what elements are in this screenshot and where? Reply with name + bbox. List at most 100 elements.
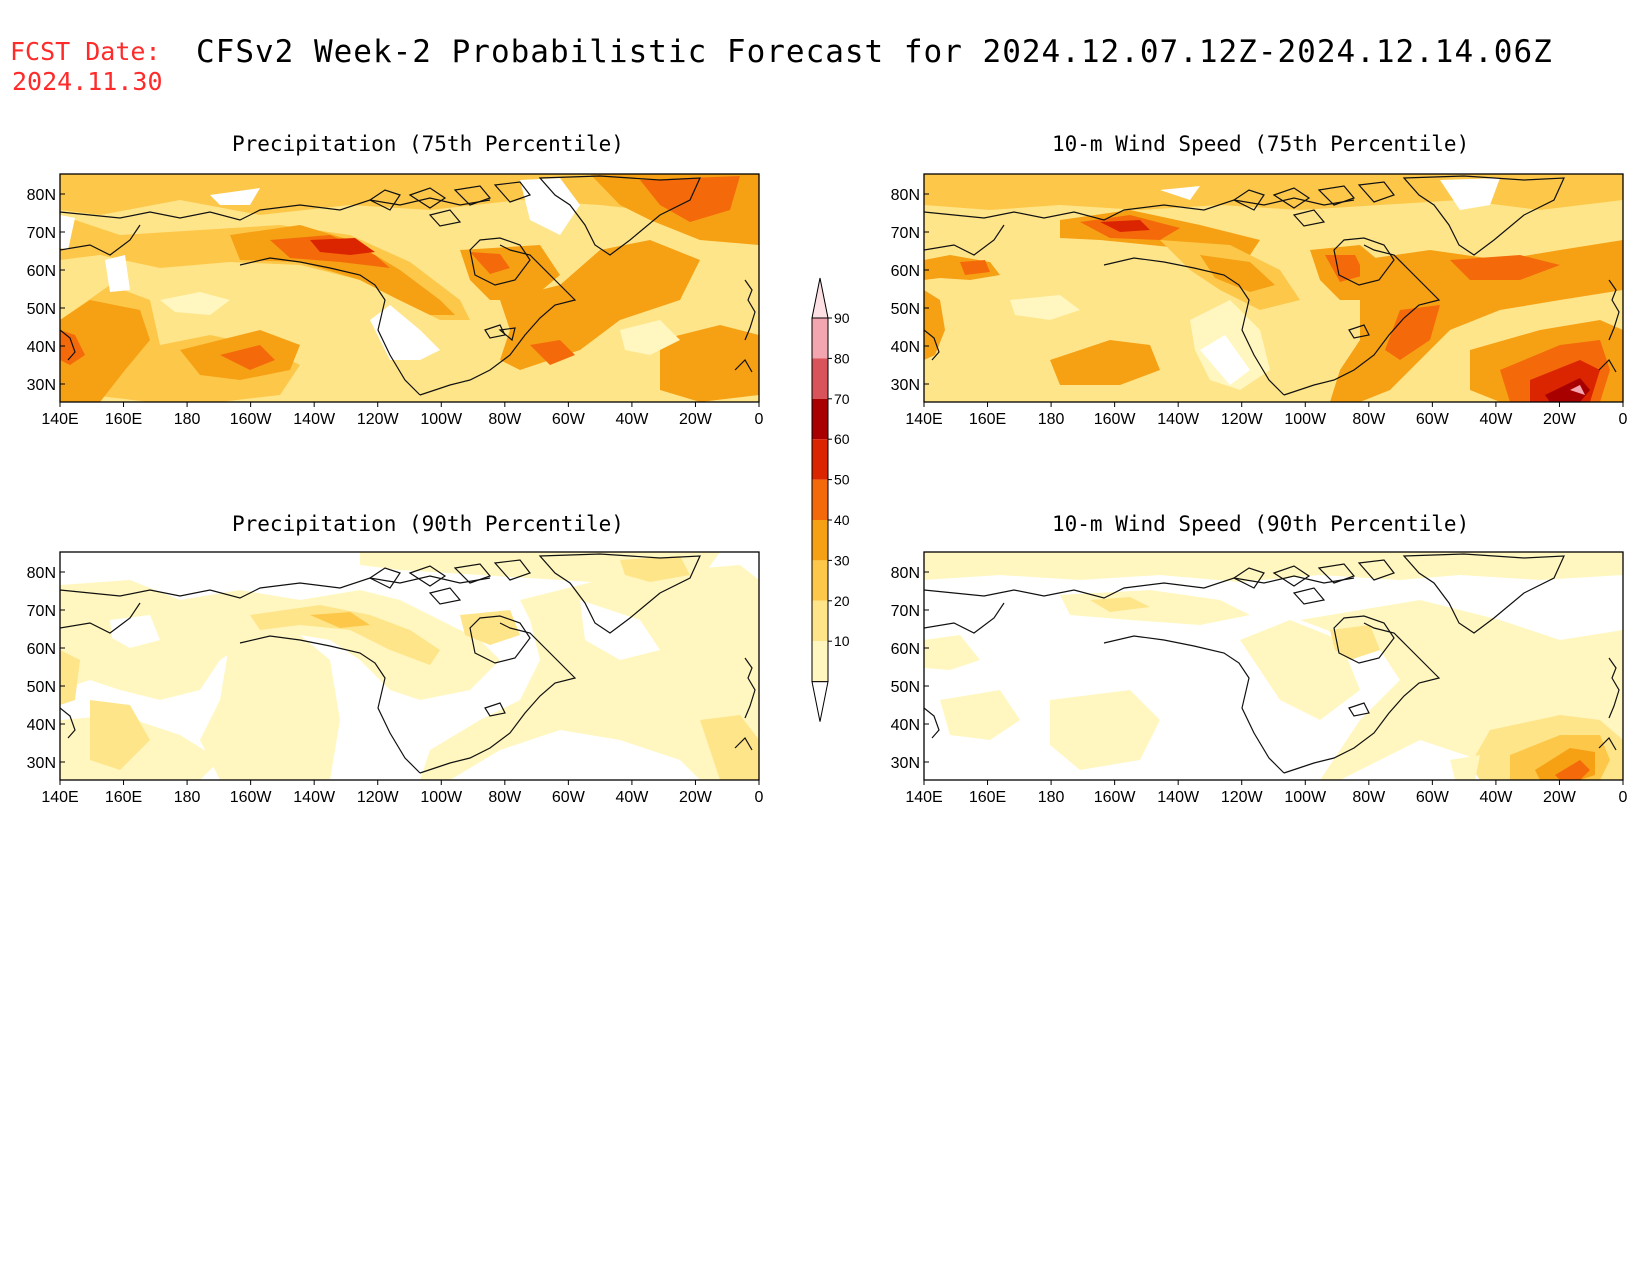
colorbar-level-label: 60 (834, 431, 850, 447)
lat-tick-label: 30N (891, 755, 920, 772)
lon-tick-label: 120W (357, 411, 400, 428)
panel-title-precip-90: Precipitation (90th Percentile) (232, 512, 624, 536)
lon-tick-label: 160E (105, 411, 142, 428)
lat-tick-label: 50N (27, 301, 56, 318)
lon-tick-label: 160W (230, 789, 273, 806)
lon-tick-label: 80W (1352, 789, 1386, 806)
lat-tick-label: 40N (891, 339, 920, 356)
lon-tick-label: 140E (905, 789, 942, 806)
forecast-date-value: 2024.11.30 (12, 67, 163, 96)
panel-title-precip-75: Precipitation (75th Percentile) (232, 132, 624, 156)
colorbar-upper-arrow (811, 277, 829, 319)
lat-tick-label: 80N (27, 565, 56, 582)
lat-tick-label: 70N (27, 603, 56, 620)
lon-tick-label: 160E (969, 789, 1006, 806)
lon-tick-label: 20W (1543, 411, 1577, 428)
map-panel-precip-90 (59, 551, 760, 781)
colorbar-segment (812, 318, 828, 359)
colorbar-level-label: 30 (834, 552, 850, 568)
colorbar-level-label: 40 (834, 512, 850, 528)
lat-tick-label: 80N (891, 565, 920, 582)
colorbar-segment (812, 520, 828, 561)
lon-tick-label: 180 (1038, 789, 1065, 806)
colorbar-segment (812, 641, 828, 682)
lon-tick-label: 80W (1352, 411, 1386, 428)
lat-tick-label: 40N (27, 717, 56, 734)
colorbar-level-label: 70 (834, 391, 850, 407)
lon-tick-label: 180 (174, 789, 201, 806)
lat-tick-label: 40N (27, 339, 56, 356)
main-title: CFSv2 Week-2 Probabilistic Forecast for … (196, 34, 1553, 70)
colorbar: 90 80 70 60 50 40 30 20 10 (811, 277, 850, 722)
lon-tick-label: 80W (488, 411, 522, 428)
colorbar-segment (812, 600, 828, 642)
lon-tick-label: 60W (1416, 411, 1450, 428)
lon-tick-label: 60W (1416, 789, 1450, 806)
lat-tick-label: 80N (891, 187, 920, 204)
lon-tick-label: 140W (293, 789, 336, 806)
axis-tick-labels: 140E 160E 180 160W 140W 120W 100W 80W 60W 40W 20W 0… (27, 187, 1628, 806)
lat-tick-label: 50N (891, 679, 920, 696)
lon-tick-label: 140W (1157, 411, 1200, 428)
colorbar-segment (812, 398, 828, 440)
lon-tick-label: 0 (755, 789, 764, 806)
lon-tick-label: 120W (1221, 789, 1264, 806)
lat-tick-label: 60N (891, 641, 920, 658)
lon-tick-label: 100W (420, 411, 463, 428)
map-panel-wind-90 (923, 551, 1624, 781)
map-panel-wind-75 (923, 173, 1624, 403)
lon-tick-label: 0 (1619, 411, 1628, 428)
lon-tick-label: 0 (755, 411, 764, 428)
panel-title-wind-75: 10-m Wind Speed (75th Percentile) (1052, 132, 1470, 156)
lat-tick-label: 30N (891, 377, 920, 394)
lat-tick-label: 30N (27, 377, 56, 394)
map-panel-precip-75 (59, 173, 760, 403)
lon-tick-label: 20W (679, 411, 713, 428)
colorbar-level-label: 50 (834, 472, 850, 488)
lon-tick-label: 20W (679, 789, 713, 806)
lon-tick-label: 100W (420, 789, 463, 806)
lon-tick-label: 100W (1284, 789, 1327, 806)
colorbar-segment (812, 560, 828, 601)
lat-tick-label: 60N (27, 263, 56, 280)
lon-tick-label: 40W (615, 789, 649, 806)
panel-title-wind-90: 10-m Wind Speed (90th Percentile) (1052, 512, 1470, 536)
lon-tick-label: 20W (1543, 789, 1577, 806)
colorbar-segment (812, 358, 828, 399)
lon-tick-label: 40W (1479, 789, 1513, 806)
colorbar-segment (812, 479, 828, 520)
colorbar-frame (811, 317, 829, 683)
lon-tick-label: 160E (105, 789, 142, 806)
lon-tick-label: 140E (905, 411, 942, 428)
lon-tick-label: 140W (1157, 789, 1200, 806)
colorbar-level-label: 20 (834, 593, 850, 609)
lon-tick-label: 60W (552, 411, 586, 428)
colorbar-level-label: 80 (834, 350, 850, 366)
lon-tick-label: 120W (1221, 411, 1264, 428)
lat-tick-label: 40N (891, 717, 920, 734)
lat-tick-label: 50N (891, 301, 920, 318)
colorbar-segment (812, 439, 828, 480)
lon-tick-label: 100W (1284, 411, 1327, 428)
lon-tick-label: 60W (552, 789, 586, 806)
lon-tick-label: 140E (41, 789, 78, 806)
lat-tick-label: 70N (27, 225, 56, 242)
lon-tick-label: 120W (357, 789, 400, 806)
lon-tick-label: 160W (1094, 789, 1137, 806)
lon-tick-label: 160W (1094, 411, 1137, 428)
lat-tick-label: 60N (27, 641, 56, 658)
lon-tick-label: 160E (969, 411, 1006, 428)
lon-tick-label: 40W (615, 411, 649, 428)
lon-tick-label: 180 (1038, 411, 1065, 428)
lat-tick-label: 70N (891, 603, 920, 620)
lon-tick-label: 0 (1619, 789, 1628, 806)
lon-tick-label: 160W (230, 411, 273, 428)
lat-tick-label: 70N (891, 225, 920, 242)
colorbar-level-label: 90 (834, 310, 850, 326)
lon-tick-label: 80W (488, 789, 522, 806)
lon-tick-label: 140E (41, 411, 78, 428)
lon-tick-label: 180 (174, 411, 201, 428)
colorbar-lower-arrow (811, 681, 829, 722)
colorbar-level-label: 10 (834, 633, 850, 649)
